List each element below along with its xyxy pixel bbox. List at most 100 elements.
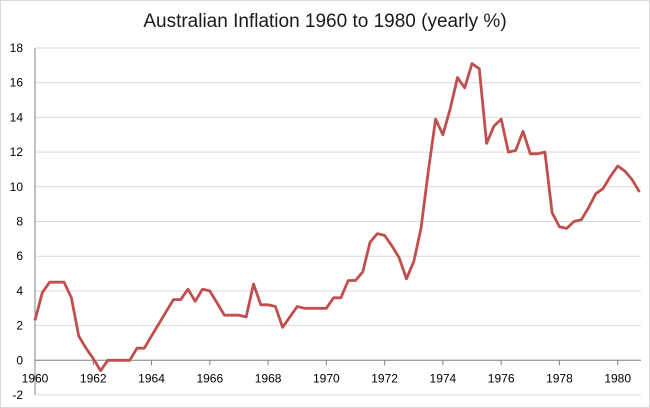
x-tick-label: 1972	[371, 371, 398, 385]
data-point	[85, 347, 87, 349]
data-point	[427, 170, 429, 172]
data-point	[150, 335, 152, 337]
data-point	[34, 319, 36, 321]
data-point	[580, 219, 582, 221]
data-point	[500, 118, 502, 120]
x-tick-label: 1966	[196, 371, 223, 385]
inflation-series-line	[33, 62, 641, 373]
data-point	[274, 305, 276, 307]
data-point	[354, 279, 356, 281]
data-point	[289, 316, 291, 318]
data-point	[566, 227, 568, 229]
data-point	[165, 311, 167, 313]
x-tick-label: 1968	[255, 371, 282, 385]
data-point	[383, 234, 385, 236]
data-point	[478, 68, 480, 70]
data-point	[362, 271, 364, 273]
data-point	[70, 297, 72, 299]
data-point	[107, 359, 109, 361]
data-point	[369, 241, 371, 243]
data-point	[624, 170, 626, 172]
data-point	[48, 281, 50, 283]
x-tick-label: 1978	[546, 371, 573, 385]
x-tick-label: 1960	[22, 371, 49, 385]
data-point	[92, 357, 94, 359]
data-point	[456, 76, 458, 78]
x-tick-label: 1962	[80, 371, 107, 385]
data-point	[260, 304, 262, 306]
data-point	[609, 175, 611, 177]
data-point	[230, 314, 232, 316]
data-point	[405, 278, 407, 280]
data-point	[442, 134, 444, 136]
data-point	[194, 300, 196, 302]
data-point	[56, 281, 58, 283]
data-point	[551, 212, 553, 214]
data-point	[209, 290, 211, 292]
chart-title: Australian Inflation 1960 to 1980 (yearl…	[143, 11, 507, 32]
data-point	[216, 302, 218, 304]
y-tick-label: 2	[16, 319, 23, 333]
data-point	[434, 118, 436, 120]
data-point	[529, 153, 531, 155]
data-point	[420, 227, 422, 229]
y-tick-label: 12	[10, 145, 24, 159]
x-tick-label: 1970	[313, 371, 340, 385]
data-point	[376, 232, 378, 234]
data-point	[391, 245, 393, 247]
y-tick-label: 6	[16, 249, 23, 263]
data-point	[398, 257, 400, 259]
data-point	[471, 62, 473, 64]
data-point	[223, 314, 225, 316]
data-point	[78, 335, 80, 337]
data-point	[311, 307, 313, 309]
data-point	[507, 151, 509, 153]
x-tick-label: 1980	[604, 371, 631, 385]
y-tick-label: -2	[12, 388, 23, 402]
data-point	[136, 347, 138, 349]
data-point	[347, 279, 349, 281]
data-point	[449, 108, 451, 110]
data-point	[631, 179, 633, 181]
data-point	[325, 307, 327, 309]
data-point	[201, 288, 203, 290]
y-tick-label: 18	[10, 41, 24, 55]
data-point	[179, 298, 181, 300]
data-point	[41, 291, 43, 293]
data-point	[587, 206, 589, 208]
data-point	[493, 125, 495, 127]
data-point	[128, 359, 130, 361]
data-point	[413, 260, 415, 262]
data-point	[296, 305, 298, 307]
data-point	[158, 323, 160, 325]
y-tick-label: 10	[10, 180, 24, 194]
data-point	[245, 316, 247, 318]
data-point	[267, 304, 269, 306]
data-point	[602, 187, 604, 189]
y-tick-label: 14	[10, 110, 24, 124]
y-tick-label: 16	[10, 76, 24, 90]
data-point	[616, 165, 618, 167]
data-point	[638, 191, 640, 193]
data-point	[332, 297, 334, 299]
data-point	[595, 193, 597, 195]
data-point	[464, 87, 466, 89]
data-point	[303, 307, 305, 309]
y-tick-label: 0	[16, 353, 23, 367]
data-point	[485, 142, 487, 144]
data-point	[544, 151, 546, 153]
data-point	[99, 370, 101, 372]
data-point	[573, 220, 575, 222]
x-tick-label: 1976	[488, 371, 515, 385]
x-tick-label: 1974	[430, 371, 457, 385]
data-point	[536, 153, 538, 155]
data-point	[515, 149, 517, 151]
data-point	[63, 281, 65, 283]
data-point	[187, 288, 189, 290]
data-point	[121, 359, 123, 361]
data-point	[143, 347, 145, 349]
data-point	[252, 283, 254, 285]
y-tick-label: 8	[16, 215, 23, 229]
